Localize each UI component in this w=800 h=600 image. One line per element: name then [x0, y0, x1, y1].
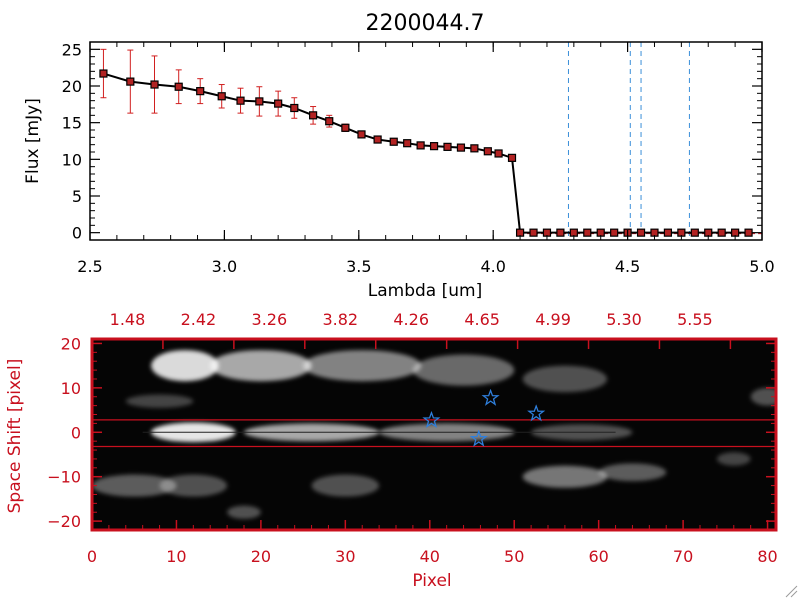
emission-feature [522, 465, 608, 488]
spectrum-data [99, 42, 762, 240]
emission-feature [716, 452, 751, 466]
data-point [174, 82, 183, 91]
x-tick-label: 2.5 [77, 257, 102, 276]
data-point [150, 80, 159, 89]
data-point [717, 228, 726, 237]
wavelength-tick-label: 4.65 [464, 310, 500, 329]
data-point [373, 135, 382, 144]
y-tick-label: 10 [62, 150, 82, 169]
wavelength-tick-label: 2.42 [181, 310, 217, 329]
data-point [290, 103, 299, 113]
spectrum-ticks: 2.5 3.0 3.5 4.0 4.5 5.0 0 5 10 15 20 25 [62, 40, 775, 276]
space-shift-axis-label: Space Shift [pixel] [5, 359, 25, 514]
space-shift-tick-label: 10 [61, 379, 81, 398]
image-features [92, 350, 776, 519]
data-point [556, 228, 565, 237]
y-tick-label: 15 [62, 114, 82, 133]
y-tick-label: 20 [62, 77, 82, 96]
data-point [636, 228, 646, 237]
space-shift-tick-label: −20 [47, 512, 81, 531]
data-point [99, 69, 108, 78]
pixel-tick-label: 50 [504, 547, 524, 566]
x-tick-label: 3.5 [346, 257, 371, 276]
data-point [236, 96, 245, 105]
chart-title: 2200044.7 [366, 11, 485, 36]
pixel-tick-label: 70 [673, 547, 693, 566]
data-point [443, 142, 452, 151]
pixel-tick-label: 10 [166, 547, 186, 566]
data-point [274, 99, 283, 108]
emission-feature [522, 365, 608, 393]
data-point [610, 228, 619, 237]
image-overlay [92, 389, 776, 448]
pixel-tick-label: 80 [757, 547, 777, 566]
emission-feature [311, 474, 380, 497]
data-point [126, 77, 135, 86]
emission-feature [92, 474, 177, 497]
wavelength-tick-label: 1.48 [110, 310, 146, 329]
wavelength-tick-label: 5.55 [677, 310, 713, 329]
spectrum-frame [89, 41, 763, 241]
pixel-tick-label: 20 [251, 547, 271, 566]
data-point [429, 142, 439, 151]
data-point [403, 139, 412, 148]
data-point [309, 111, 318, 120]
x-tick-label: 5.0 [749, 257, 774, 276]
wavelength-tick-label: 3.82 [322, 310, 358, 329]
emission-feature [151, 350, 219, 382]
data-point [529, 228, 538, 237]
x-tick-label: 3.0 [212, 257, 237, 276]
data-point [217, 92, 226, 101]
data-point [663, 228, 673, 237]
data-point [690, 228, 699, 237]
data-point [744, 228, 753, 237]
wavelength-tick-label: 4.26 [393, 310, 429, 329]
x-axis-label: Lambda [um] [368, 281, 482, 301]
x-tick-label: 4.5 [615, 257, 640, 276]
resize-grip-icon [785, 585, 798, 598]
wavelength-tick-label: 3.26 [252, 310, 288, 329]
data-point [456, 143, 466, 152]
emission-feature [750, 387, 776, 406]
space-shift-tick-label: 20 [61, 334, 81, 353]
spectrum-plot: 2200044.7 2.5 3.0 3.5 4.0 4.5 5.0 0 5 10 15 20 25 L… [23, 11, 775, 301]
y-axis-label: Flux [mJy] [23, 98, 43, 184]
pixel-tick-label: 60 [588, 547, 608, 566]
pixel-tick-label: 30 [335, 547, 355, 566]
y-tick-label: 25 [62, 40, 82, 59]
data-point [357, 130, 366, 139]
emission-feature [412, 354, 515, 386]
data-point [483, 147, 492, 156]
data-point [494, 149, 503, 158]
emission-feature [303, 350, 422, 382]
data-point [255, 97, 264, 106]
emission-feature [159, 474, 228, 497]
emission-feature [210, 350, 312, 382]
data-point [416, 141, 425, 150]
space-shift-tick-label: 0 [71, 423, 81, 442]
emission-feature [598, 463, 667, 482]
data-point [325, 117, 334, 126]
data-point [583, 228, 592, 237]
data-point [507, 153, 517, 162]
data-point [389, 137, 398, 146]
wavelength-tick-label: 4.99 [535, 310, 571, 329]
emission-feature [125, 394, 194, 408]
image-ticks: 0 10 20 30 40 50 60 70 80 1.48 2.42 3.26 3.82 4.26 4.6… [47, 310, 778, 566]
space-shift-tick-label: −10 [47, 468, 81, 487]
spectrum-image-plot: 0 10 20 30 40 50 60 70 80 1.48 2.42 3.26 3.82 4.26 4.6… [5, 310, 778, 591]
data-point [196, 87, 205, 96]
pixel-tick-label: 0 [87, 547, 97, 566]
data-point [470, 144, 479, 153]
data-point [341, 123, 350, 132]
emission-feature [227, 505, 261, 519]
wavelength-tick-label: 5.30 [606, 310, 642, 329]
pixel-axis-label: Pixel [412, 571, 451, 591]
image-frame [90, 337, 778, 532]
y-tick-label: 5 [72, 187, 82, 206]
pixel-tick-label: 40 [420, 547, 440, 566]
y-tick-label: 0 [72, 224, 82, 243]
x-tick-label: 4.0 [480, 257, 505, 276]
